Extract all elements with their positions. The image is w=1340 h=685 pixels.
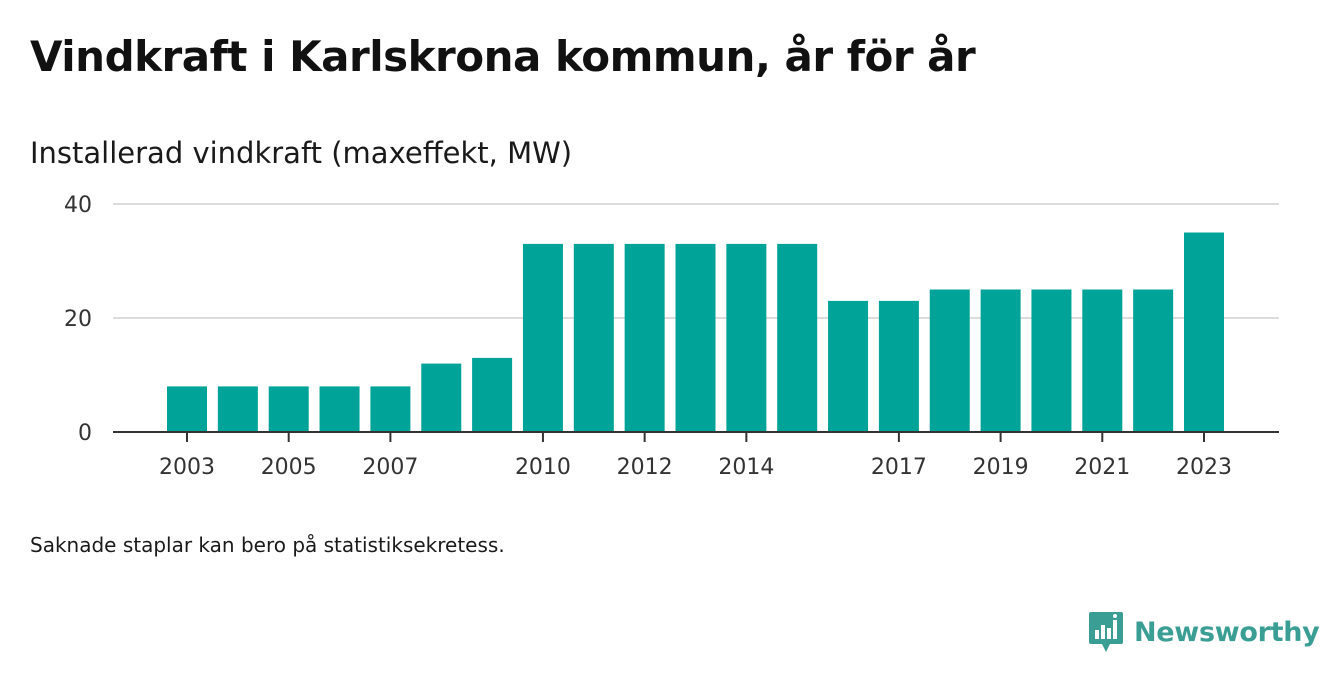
- bar-2015: [777, 243, 818, 432]
- bar-2003: [167, 386, 207, 432]
- x-axis-ticks: 2003 2005 2007 2010 2012 2014 2017 2019 2021 2023: [159, 432, 1232, 480]
- bar-2014: [726, 243, 767, 432]
- bar-2007: [370, 386, 411, 432]
- bar-2010: [522, 243, 563, 432]
- bar-2023: [1184, 232, 1224, 432]
- y-axis-ticks: 0 20 40: [64, 193, 92, 446]
- x-tick-label: 2005: [261, 455, 317, 480]
- x-tick-label: 2017: [871, 455, 927, 480]
- bar-2017: [878, 300, 919, 432]
- bar-2019: [980, 289, 1021, 432]
- bar-2020: [1031, 289, 1072, 432]
- bar-2004: [217, 386, 258, 432]
- bar-2013: [675, 243, 716, 432]
- bar-2011: [573, 243, 614, 432]
- x-tick-label: 2003: [159, 455, 215, 480]
- newsworthy-brand: Newsworthy: [1088, 610, 1320, 654]
- bars: [167, 232, 1224, 432]
- bar-2021: [1082, 289, 1123, 432]
- x-tick-label: 2007: [362, 455, 418, 480]
- bar-2018: [929, 289, 970, 432]
- bar-2006: [319, 386, 360, 432]
- x-tick-label: 2021: [1074, 455, 1130, 480]
- bar-2008: [421, 363, 462, 432]
- y-tick-label: 0: [78, 421, 92, 446]
- x-tick-label: 2023: [1176, 455, 1232, 480]
- y-tick-label: 40: [64, 193, 92, 218]
- chart-title: Vindkraft i Karlskrona kommun, år för år: [30, 32, 976, 81]
- x-tick-label: 2012: [617, 455, 673, 480]
- bar-2022: [1133, 289, 1174, 432]
- x-tick-label: 2010: [515, 455, 571, 480]
- x-tick-label: 2014: [718, 455, 774, 480]
- brand-name: Newsworthy: [1134, 616, 1320, 648]
- y-tick-label: 20: [64, 307, 92, 332]
- bar-2009: [472, 357, 513, 432]
- footnote: Saknade staplar kan bero på statistiksek…: [30, 533, 505, 557]
- newsworthy-logo-icon: [1089, 612, 1123, 652]
- x-tick-label: 2019: [973, 455, 1029, 480]
- bar-2005: [268, 386, 309, 432]
- bar-2012: [624, 243, 665, 432]
- bar-2016: [828, 300, 869, 432]
- chart-subtitle: Installerad vindkraft (maxeffekt, MW): [30, 136, 573, 170]
